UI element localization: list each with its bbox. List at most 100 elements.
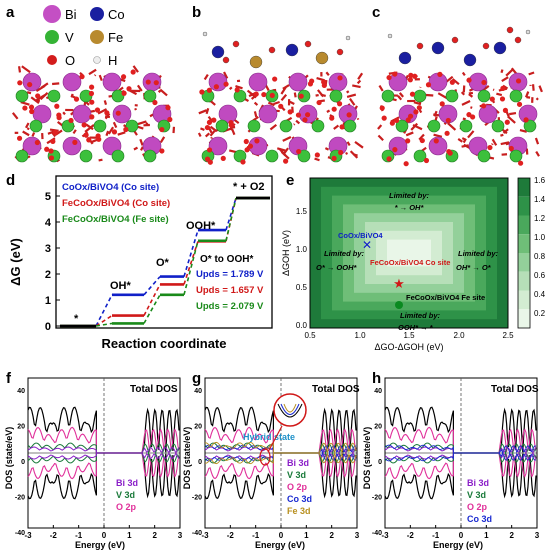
svg-text:V 3d: V 3d [116, 490, 135, 500]
v-atom [343, 119, 357, 133]
o-atom [120, 74, 127, 80]
o-atom [48, 148, 54, 154]
bond [345, 151, 348, 155]
bond [26, 127, 30, 131]
bond [197, 132, 202, 137]
svg-text:O* → OOH*: O* → OOH* [316, 263, 358, 272]
o-atom [392, 71, 398, 77]
dos-ytick: 40 [17, 388, 25, 395]
o-atom [253, 91, 259, 97]
o-atom [83, 132, 89, 138]
dos-h-ylabel: DOS (state/eV) [362, 427, 372, 490]
dos-xtick: 1 [304, 531, 309, 540]
bond [460, 91, 466, 96]
bond [25, 122, 30, 129]
o-atom [17, 80, 23, 86]
bond [273, 100, 280, 106]
bond [223, 71, 229, 79]
bond [535, 97, 539, 101]
o-atom [437, 71, 443, 77]
energy-link-2-3 [225, 197, 237, 241]
o-atom [283, 158, 289, 164]
bond [140, 146, 144, 151]
o-atom [95, 133, 101, 139]
bond [468, 93, 474, 98]
o-atom [502, 107, 509, 113]
bond [203, 73, 209, 81]
dos-ytick: -40 [192, 530, 202, 537]
o-atom [72, 139, 78, 145]
o-atom [337, 149, 344, 156]
v-atom [15, 89, 29, 103]
bond [209, 130, 216, 137]
o-atom [287, 109, 293, 115]
o-atom [207, 159, 213, 165]
o-atom [403, 161, 409, 167]
v-atom [143, 149, 157, 163]
bond [413, 101, 422, 106]
svg-text:1.0: 1.0 [354, 331, 366, 340]
o-atom [339, 124, 345, 130]
svg-text:Bi 3d: Bi 3d [116, 478, 138, 488]
bond [467, 130, 475, 139]
bond [293, 123, 296, 126]
adsorbate-atom [285, 43, 299, 57]
bond [52, 82, 60, 86]
bi-atom [388, 72, 408, 92]
ytick-4: 4 [45, 217, 52, 229]
svg-text:OOH* → *: OOH* → * [398, 323, 434, 332]
bond [346, 90, 350, 94]
adsorbate-atom [493, 41, 507, 55]
o-atom [331, 106, 337, 112]
o-atom [423, 157, 430, 164]
bond [397, 95, 403, 101]
dos-curve [27, 452, 180, 460]
dos-ytick: 40 [374, 388, 382, 395]
atom-co-label: Co [108, 7, 125, 22]
colorbar-ticks: 1.6 1.4 1.2 1.0 0.8 0.6 0.4 0.2 [534, 176, 546, 318]
svg-text:Bi 3d: Bi 3d [287, 458, 309, 468]
svg-text:Limited by:: Limited by: [400, 311, 441, 320]
o-atom [240, 159, 246, 165]
hybrid-state-label: Hybrid state [243, 432, 295, 442]
bond [509, 111, 517, 116]
bond [72, 129, 77, 135]
upds-feco-co: Upds = 1.657 V [196, 285, 264, 296]
free-energy-diagram: 0 1 2 3 4 5 ΔG (eV) Reaction coordinate … [8, 175, 273, 351]
bond [356, 79, 362, 85]
bond [198, 109, 208, 115]
bond [437, 92, 448, 100]
bi-atom [258, 104, 278, 124]
bond [104, 115, 111, 119]
v-atom [233, 89, 247, 103]
atom-fe-swatch [90, 30, 104, 44]
svg-text:O 2p: O 2p [116, 502, 137, 512]
bond [30, 96, 40, 104]
o-atom [329, 115, 335, 121]
dos-xtick: 3 [355, 531, 360, 540]
svg-text:V 3d: V 3d [287, 470, 306, 480]
bond [98, 74, 103, 82]
svg-text:Limited by:: Limited by: [324, 249, 365, 258]
energy-link-0-3 [225, 197, 237, 231]
slab-structure-b [197, 31, 364, 165]
dos-xtick: -1 [75, 531, 83, 540]
atom-fe-label: Fe [108, 30, 123, 45]
o-atom [115, 110, 121, 116]
svg-text:1.2: 1.2 [534, 214, 546, 223]
svg-text:Bi 3d: Bi 3d [467, 478, 489, 488]
v-atom [477, 149, 491, 163]
bond [11, 112, 19, 120]
bi-atom [62, 136, 82, 156]
dos-curve [27, 446, 180, 454]
o-atom [518, 160, 524, 166]
bond [357, 72, 364, 80]
bond [354, 141, 364, 149]
bond [535, 151, 540, 157]
svg-text:1.4: 1.4 [534, 195, 546, 204]
marker-feco-co: ★ [393, 276, 405, 291]
v-atom [297, 149, 311, 163]
dos-curve [205, 451, 357, 465]
energy-link-0-2 [183, 229, 199, 277]
dos-xtick: -1 [432, 531, 440, 540]
